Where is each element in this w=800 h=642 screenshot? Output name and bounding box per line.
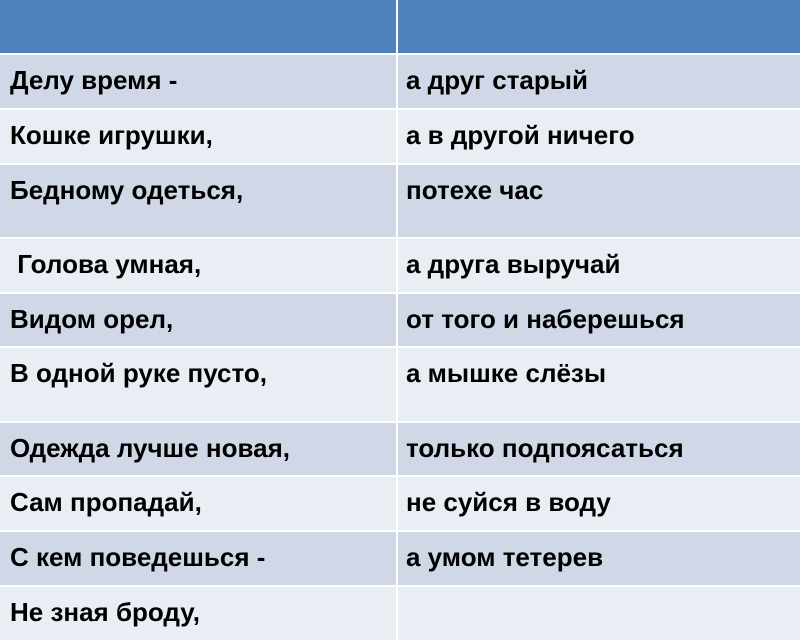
table-header-row <box>0 0 800 55</box>
table-row: Голова умная, а друга выручай <box>0 239 800 294</box>
proverb-start-cell: С кем поведешься - <box>0 532 398 585</box>
table-row: Делу время - а друг старый <box>0 55 800 110</box>
table-row: Одежда лучше новая, только подпоясаться <box>0 423 800 477</box>
proverb-start-cell: В одной руке пусто, <box>0 348 398 421</box>
proverb-end-cell: только подпоясаться <box>398 423 800 475</box>
table-row: Видом орел, от того и наберешься <box>0 294 800 348</box>
table-row: Бедному одеться, потехе час <box>0 165 800 239</box>
proverb-start-cell: Видом орел, <box>0 294 398 346</box>
proverb-start-cell: Не зная броду, <box>0 587 398 640</box>
proverb-start-cell: Голова умная, <box>0 239 398 292</box>
proverb-end-cell: не суйся в воду <box>398 477 800 530</box>
proverb-end-cell: а в другой ничего <box>398 110 800 163</box>
table-row: Кошке игрушки, а в другой ничего <box>0 110 800 165</box>
header-cell <box>0 0 398 53</box>
table-row: В одной руке пусто, а мышке слёзы <box>0 348 800 423</box>
proverb-end-cell: а мышке слёзы <box>398 348 800 421</box>
proverb-end-cell <box>398 587 800 640</box>
header-cell <box>398 0 800 53</box>
proverb-end-cell: а умом тетерев <box>398 532 800 585</box>
proverb-start-cell: Кошке игрушки, <box>0 110 398 163</box>
proverb-start-cell: Одежда лучше новая, <box>0 423 398 475</box>
proverb-end-cell: а друг старый <box>398 55 800 108</box>
proverb-start-cell: Бедному одеться, <box>0 165 398 237</box>
proverb-end-cell: потехе час <box>398 165 800 237</box>
proverb-end-cell: от того и наберешься <box>398 294 800 346</box>
proverb-start-cell: Сам пропадай, <box>0 477 398 530</box>
table-row: Сам пропадай, не суйся в воду <box>0 477 800 532</box>
table-row: С кем поведешься - а умом тетерев <box>0 532 800 587</box>
table-row: Не зная броду, <box>0 587 800 642</box>
proverb-end-cell: а друга выручай <box>398 239 800 292</box>
proverb-start-cell: Делу время - <box>0 55 398 108</box>
